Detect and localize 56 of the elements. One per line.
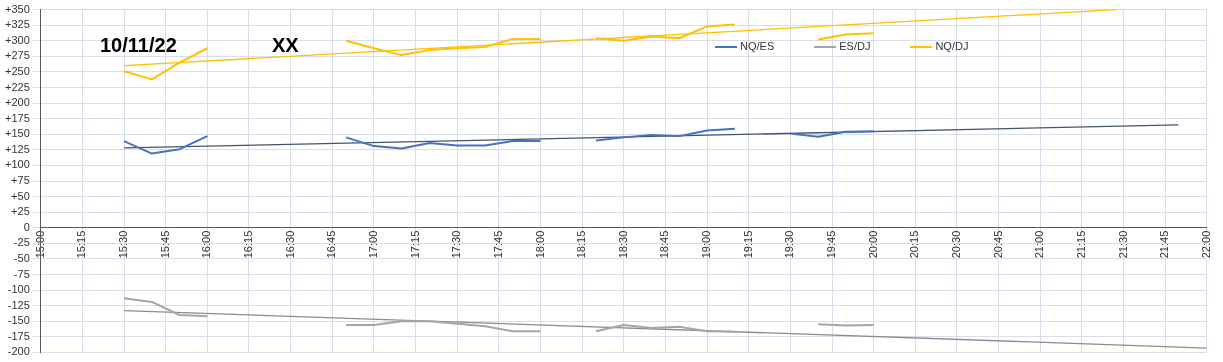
y-tick-label: +25 [11,205,30,218]
y-tick-label: -200 [7,345,30,358]
x-tick-label: 20:00 [866,230,879,259]
x-tick-label: 15:30 [117,230,130,259]
x-tick-label: 20:30 [949,230,962,259]
legend-label: NQ/ES [739,40,775,52]
y-tick-label: +300 [5,33,30,46]
y-tick-label: +275 [5,49,30,62]
y-tick-label: -150 [7,314,30,327]
y-tick-label: -100 [7,283,30,296]
x-tick-label: 20:45 [991,230,1004,259]
y-tick-label: -25 [13,236,30,249]
x-tick-label: 21:30 [1116,230,1129,259]
x-tick-label: 15:45 [158,230,171,259]
x-tick-label: 20:15 [908,230,921,259]
y-tick-label: +50 [11,189,30,202]
y-tick-label: +250 [5,64,30,77]
y-tick-label: -50 [13,251,30,264]
y-tick-label: +75 [11,174,30,187]
y-tick-label: -125 [7,298,30,311]
annotation: 10/11/22 [100,34,177,57]
x-tick-label: 19:45 [825,230,838,259]
x-tick-label: 18:45 [658,230,671,259]
x-tick-label: 17:00 [366,230,379,259]
x-tick-label: 21:00 [1033,230,1046,259]
x-tick-label: 16:00 [200,230,213,259]
x-tick-label: 17:30 [450,230,463,259]
y-tick-label: 0 [23,220,30,233]
y-tick-label: +175 [5,111,30,124]
x-tick-label: 19:30 [783,230,796,259]
y-tick-label: +325 [5,18,30,31]
y-tick-label: +350 [5,2,30,15]
annotation: XX [272,34,299,57]
y-tick-label: -175 [7,329,30,342]
x-tick-label: 21:15 [1074,230,1087,259]
legend-label: ES/DJ [838,40,871,52]
y-tick-label: -75 [13,267,30,280]
y-tick-label: +100 [5,158,30,171]
x-tick-label: 22:00 [1199,230,1212,259]
x-tick-label: 16:45 [325,230,338,259]
x-tick-label: 18:15 [575,230,588,259]
y-tick-label: +150 [5,127,30,140]
x-tick-label: 21:45 [1158,230,1171,259]
x-tick-label: 19:00 [700,230,713,259]
x-tick-label: 18:00 [533,230,546,259]
x-tick-label: 17:15 [408,230,421,259]
y-tick-label: +225 [5,80,30,93]
legend-label: NQ/DJ [934,40,969,52]
x-tick-label: 16:30 [283,230,296,259]
x-tick-label: 15:15 [75,230,88,259]
y-tick-label: +200 [5,96,30,109]
x-tick-label: 16:15 [242,230,255,259]
x-tick-label: 19:15 [741,230,754,259]
x-tick-label: 17:45 [491,230,504,259]
y-tick-label: +125 [5,142,30,155]
x-tick-label: 18:30 [616,230,629,259]
